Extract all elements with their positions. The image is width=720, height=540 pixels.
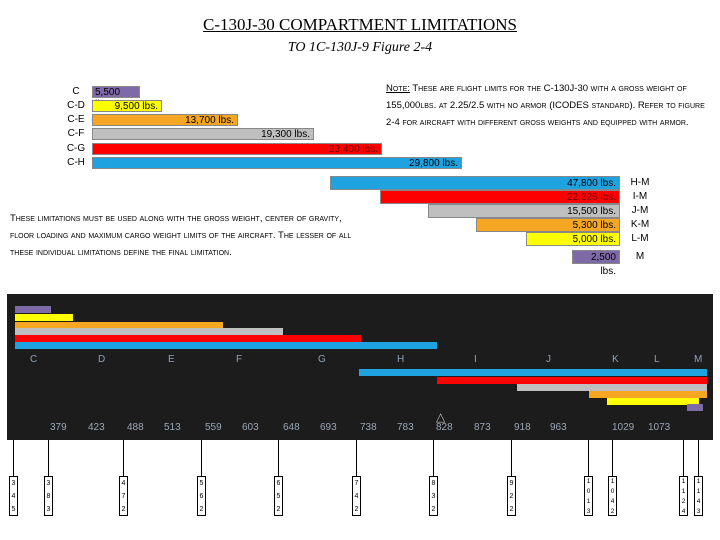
compartment-label: H <box>397 354 405 365</box>
right-code-lm: L-M <box>631 233 649 244</box>
station-label: 1029 <box>612 422 635 433</box>
station-label: 559 <box>205 422 222 433</box>
station-label: 488 <box>127 422 144 433</box>
floor-bar-lm <box>607 398 699 405</box>
compartment-label: M <box>694 354 703 365</box>
limitations-text: These limitations must be used along wit… <box>10 213 352 258</box>
compartment-label: J <box>546 354 551 365</box>
floor-bar-cf <box>15 328 283 335</box>
left-bar-ch: 29,800 lbs. <box>92 157 462 169</box>
floor-bar-im <box>437 377 707 384</box>
right-bar-im: 22,325 lbs. <box>380 190 620 204</box>
right-code-hm: H-M <box>630 177 650 188</box>
compartment-label: F <box>236 354 243 365</box>
left-code-cf: C-F <box>67 128 85 139</box>
station-label: 1073 <box>648 422 671 433</box>
cargo-floor-diagram <box>7 294 713 440</box>
cg-marker-icon: △ <box>436 410 446 424</box>
right-bar-jm: 15,500 lbs. <box>428 204 620 218</box>
left-code-cg: C-G <box>66 143 86 154</box>
compartment-label: E <box>168 354 175 365</box>
note-text: Note: These are flight limits for the C-… <box>386 80 706 131</box>
station-label: 423 <box>88 422 105 433</box>
station-label: 603 <box>242 422 259 433</box>
floor-bar-cd <box>15 314 73 321</box>
station-label: 828 <box>436 422 453 433</box>
floor-bar-cg <box>15 335 361 342</box>
right-bar-hm: 47,800 lbs. <box>330 176 620 190</box>
right-code-im: I-M <box>632 191 648 202</box>
station-label: 918 <box>514 422 531 433</box>
left-bar-c: 5,500 lbs. <box>92 86 140 110</box>
floor-bar-hm <box>359 369 707 376</box>
floor-bar-jm <box>517 384 707 391</box>
floor-bar-km <box>589 391 707 398</box>
left-bar-ce: 13,700 lbs. <box>92 114 238 126</box>
left-code-c: C <box>72 86 80 97</box>
floor-bar-m <box>687 404 703 411</box>
station-label: 873 <box>474 422 491 433</box>
left-code-ch: C-H <box>67 157 85 168</box>
floor-bar-c <box>15 306 51 313</box>
page-title: C-130J-30 COMPARTMENT LIMITATIONS <box>202 15 518 34</box>
floor-bar-ch <box>15 342 437 349</box>
right-code-m: M <box>635 251 645 262</box>
right-bar-m: 2,500 lbs. <box>572 250 620 277</box>
left-code-ce: C-E <box>67 114 85 125</box>
station-label: 648 <box>283 422 300 433</box>
compartment-label: K <box>612 354 619 365</box>
floor-bar-ce <box>15 322 223 329</box>
right-code-jm: J-M <box>631 205 649 216</box>
left-bar-cd: 9,500 lbs. <box>92 100 162 112</box>
left-code-cd: C-D <box>67 100 85 111</box>
station-label: 783 <box>397 422 414 433</box>
note-body: These are flight limits for the C-130J-3… <box>386 83 705 128</box>
compartment-label: L <box>654 354 660 365</box>
station-label: 963 <box>550 422 567 433</box>
station-label: 738 <box>360 422 377 433</box>
station-label: 693 <box>320 422 337 433</box>
left-bar-cg: 23,400 lbs. <box>92 143 382 155</box>
right-code-km: K-M <box>630 219 650 230</box>
note-label: Note: <box>386 83 410 94</box>
station-label: 379 <box>50 422 67 433</box>
right-bar-lm: 5,000 lbs. <box>526 232 620 246</box>
compartment-label: C <box>30 354 38 365</box>
right-bar-km: 5,300 lbs. <box>476 218 620 232</box>
page-subtitle: TO 1C-130J-9 Figure 2-4 <box>287 40 433 55</box>
station-label: 513 <box>164 422 181 433</box>
compartment-label: G <box>318 354 326 365</box>
left-bar-cf: 19,300 lbs. <box>92 128 314 140</box>
compartment-label: I <box>474 354 477 365</box>
compartment-label: D <box>98 354 106 365</box>
